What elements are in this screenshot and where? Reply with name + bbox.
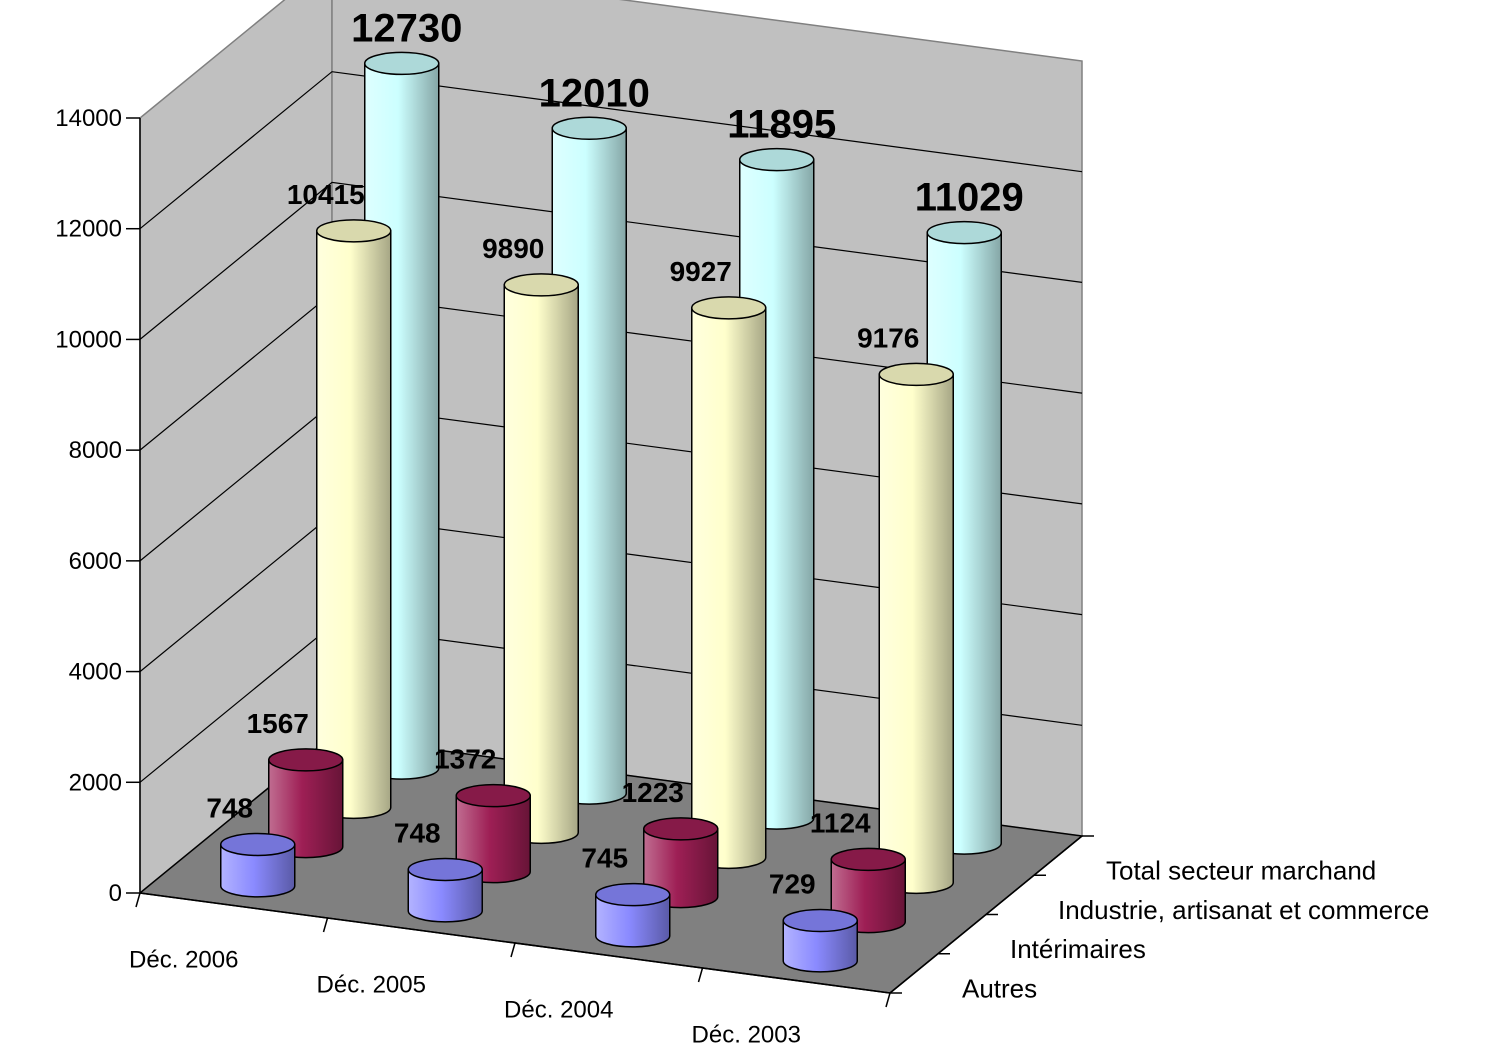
data-label: 1124 [810,807,871,838]
bar-top [364,51,440,76]
series-axis-label: Autres [962,973,1037,1003]
series-axis-label: Intérimaires [1010,934,1146,964]
category-label: Déc. 2005 [317,972,426,999]
gridline [139,181,1083,340]
bar [455,783,531,884]
bar-body [691,307,767,870]
data-label: 748 [394,817,441,848]
data-label: 10415 [287,179,365,210]
bar-top [407,857,483,882]
bar [220,832,296,898]
chart-labels: 748 748 745 729 1567 1372 1223 1124 10415 9890 992… [206,6,1023,899]
bar [782,908,858,973]
value-tick-label: 0 [109,880,122,907]
data-label: 11029 [915,176,1024,220]
data-label: 12010 [539,71,650,115]
gridline [139,71,1083,230]
bar-body [595,893,671,948]
series-axis-label: Total secteur marchand [1106,856,1376,886]
bar-top [830,847,906,872]
bar [407,857,483,923]
bar-top [220,832,296,857]
category-tick [322,917,329,933]
bar-top [643,817,719,841]
value-tick-label: 10000 [55,326,122,353]
bar [268,748,344,859]
chart-axes: 0 2000 4000 6000 8000 10000 12000 14000 Déc. 200… [55,105,1429,1049]
data-label: 1223 [622,777,684,808]
value-tick-label: 8000 [69,437,122,464]
data-label: 748 [206,792,253,823]
category-tick [885,992,891,1008]
bar-top [878,362,954,387]
value-tick-label: 14000 [55,105,122,132]
data-label: 1567 [247,708,309,739]
bar [691,296,767,870]
bar [878,362,954,895]
data-label: 11895 [727,103,836,147]
category-label: Déc. 2004 [504,997,613,1024]
bar-top [316,219,392,243]
category-tick [135,892,141,908]
value-tick-label: 4000 [69,659,122,686]
bar-top [926,220,1002,245]
category-label: Déc. 2003 [692,1022,801,1049]
bar-body [503,284,579,845]
bar-top [595,882,671,907]
bar-top [782,908,858,933]
value-tick-label: 2000 [69,769,122,796]
chart-bars [220,51,1002,973]
bar-body [407,868,483,923]
data-label: 745 [581,843,628,874]
bar [316,219,392,820]
bar-top [268,748,344,772]
bar-top [739,147,815,172]
value-tick-label: 6000 [69,548,122,575]
data-label: 9927 [670,256,732,287]
category-tick [697,967,704,983]
bar [503,273,579,845]
bar-top [551,116,627,141]
data-label: 729 [769,869,816,900]
data-label: 1372 [434,744,496,775]
series-axis-label: Industrie, artisanat et commerce [1058,895,1429,925]
bar [595,882,671,948]
data-label: 9890 [482,233,544,264]
value-tick-label: 12000 [55,216,122,243]
category-label: Déc. 2006 [129,947,238,974]
bar-body [220,843,296,898]
category-tick [510,942,516,958]
bar-top [455,783,531,808]
bar-body [878,373,954,895]
data-label: 12730 [351,6,462,50]
bar-body [782,919,858,973]
bar-top [503,273,579,297]
bar-top [691,296,767,320]
bar-body [316,230,392,820]
data-label: 9176 [857,322,919,353]
